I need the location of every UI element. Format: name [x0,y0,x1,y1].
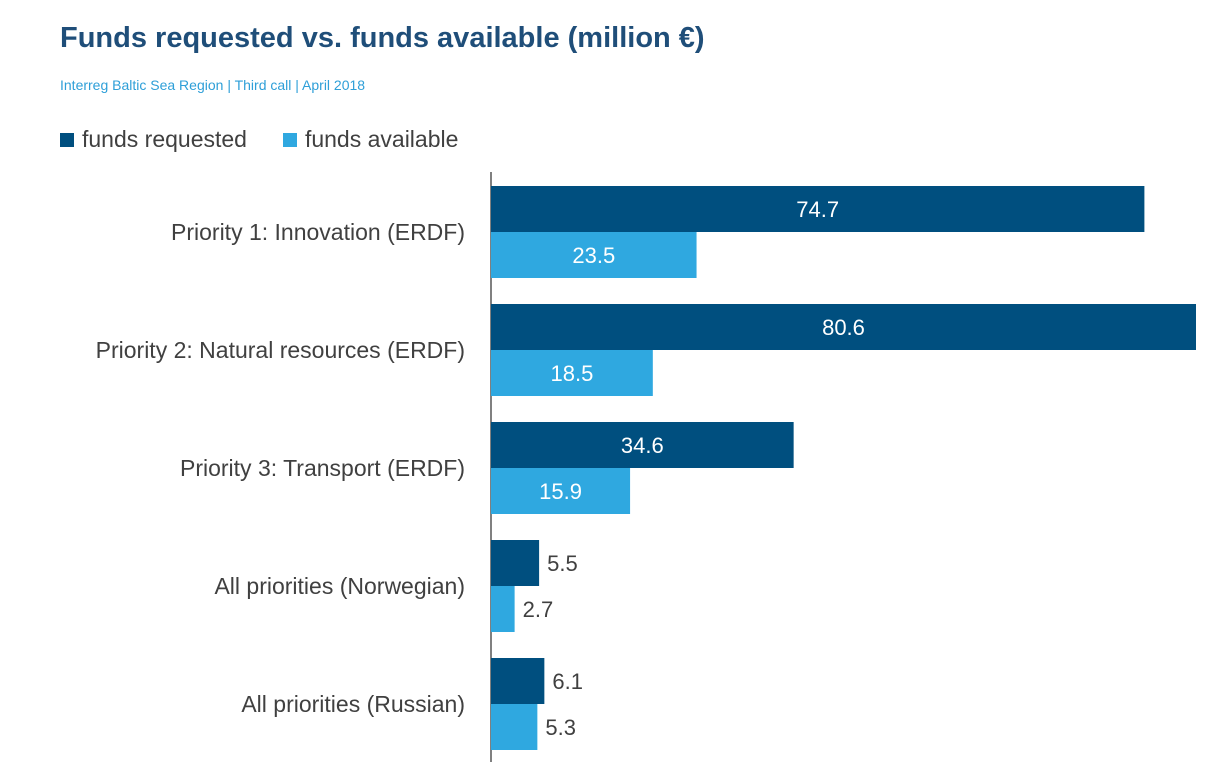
legend: funds requested funds available [60,126,494,153]
data-label-available: 15.9 [539,479,582,504]
chart-subtitle: Interreg Baltic Sea Region | Third call … [60,77,366,93]
category-label: All priorities (Russian) [241,691,465,717]
legend-label-available: funds available [304,126,459,152]
category-label: Priority 2: Natural resources (ERDF) [96,337,465,363]
bar-available [491,704,538,750]
chart-title: Funds requested vs. funds available (mil… [60,22,705,54]
data-label-available: 5.3 [545,715,576,740]
data-label-requested: 34.6 [621,433,664,458]
data-label-requested: 74.7 [796,197,839,222]
legend-item-available: funds available [282,126,459,153]
legend-swatch-available [282,132,297,147]
bar-requested [491,658,545,704]
bar-available [491,468,631,514]
legend-label-requested: funds requested [82,126,247,152]
data-label-available: 2.7 [523,597,554,622]
bar-available [491,232,697,278]
data-label-requested: 6.1 [552,669,583,694]
category-label: Priority 3: Transport (ERDF) [180,455,465,481]
legend-item-requested: funds requested [60,126,247,153]
category-label: Priority 1: Innovation (ERDF) [171,219,465,245]
bar-requested [491,186,1145,232]
data-label-available: 18.5 [550,361,593,386]
bar-requested [491,422,794,468]
bar-available [491,586,515,632]
bar-available [491,350,653,396]
bar-requested [491,540,540,586]
bar-requested [491,304,1196,350]
legend-swatch-requested [60,132,74,147]
data-label-available: 23.5 [572,243,615,268]
data-label-requested: 80.6 [822,315,865,340]
category-label: All priorities (Norwegian) [214,573,465,599]
data-label-requested: 5.5 [547,551,578,576]
